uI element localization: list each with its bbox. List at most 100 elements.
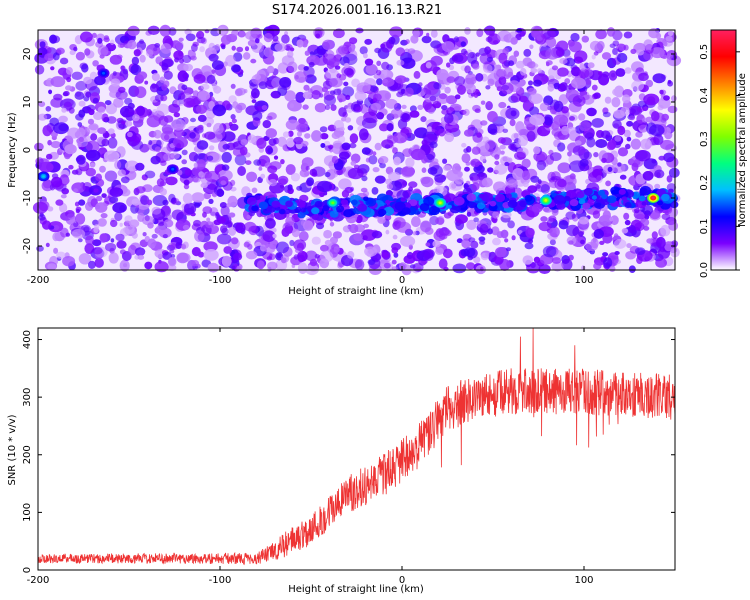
track-mark bbox=[610, 186, 621, 195]
speckle-mark bbox=[117, 169, 127, 177]
speckle-mark bbox=[183, 63, 194, 72]
speckle-mark bbox=[613, 233, 619, 239]
speckle-mark bbox=[540, 184, 550, 194]
speckle-mark bbox=[548, 215, 557, 222]
speckle-mark bbox=[617, 147, 629, 157]
speckle-mark bbox=[507, 157, 513, 164]
speckle-mark bbox=[268, 138, 277, 146]
speckle-mark bbox=[624, 67, 632, 74]
speckle-mark bbox=[85, 167, 97, 177]
speckle-mark bbox=[591, 84, 598, 91]
speckle-mark bbox=[411, 216, 421, 228]
speckle-mark bbox=[297, 254, 305, 263]
colorbar-tick-label: 0.5 bbox=[699, 44, 710, 60]
speckle-mark bbox=[228, 226, 237, 236]
speckle-mark bbox=[221, 255, 232, 267]
x-tick-label: -100 bbox=[209, 275, 232, 286]
speckle-mark bbox=[372, 151, 377, 156]
speckle-mark bbox=[177, 252, 191, 263]
speckle-mark bbox=[77, 122, 83, 127]
speckle-mark bbox=[473, 217, 480, 223]
speckle-mark bbox=[267, 261, 278, 270]
speckle-mark bbox=[522, 181, 529, 188]
speckle-mark bbox=[384, 144, 391, 150]
speckle-mark bbox=[500, 229, 509, 239]
colorbar-tick-label: 0.2 bbox=[699, 175, 710, 191]
speckle-mark bbox=[154, 94, 164, 102]
speckle-mark bbox=[571, 66, 581, 77]
speckle-mark bbox=[652, 73, 666, 84]
speckle-mark bbox=[574, 140, 582, 146]
speckle-mark bbox=[410, 35, 419, 44]
track-mark bbox=[478, 193, 485, 199]
speckle-mark bbox=[97, 218, 107, 227]
speckle-mark bbox=[263, 32, 273, 43]
speckle-mark bbox=[266, 65, 275, 74]
speckle-mark bbox=[396, 91, 404, 98]
track-mark bbox=[531, 203, 543, 213]
speckle-mark bbox=[587, 62, 595, 69]
speckle-mark bbox=[636, 106, 645, 113]
speckle-mark bbox=[463, 183, 469, 188]
speckle-mark bbox=[181, 149, 188, 156]
speckle-mark bbox=[596, 40, 605, 51]
speckle-mark bbox=[485, 85, 491, 90]
track-mark bbox=[401, 207, 411, 215]
speckle-mark bbox=[161, 62, 169, 71]
speckle-mark bbox=[498, 52, 508, 64]
speckle-mark bbox=[466, 52, 478, 64]
speckle-mark bbox=[161, 84, 168, 91]
speckle-mark bbox=[598, 71, 603, 76]
speckle-mark bbox=[356, 82, 371, 93]
speckle-mark bbox=[311, 130, 322, 142]
speckle-mark bbox=[253, 159, 262, 166]
speckle-mark bbox=[80, 31, 93, 43]
speckle-mark bbox=[183, 179, 190, 186]
speckle-mark bbox=[466, 146, 472, 153]
track-mark bbox=[385, 199, 391, 205]
speckle-mark bbox=[371, 230, 383, 239]
speckle-mark bbox=[247, 134, 257, 144]
speckle-mark bbox=[184, 202, 197, 215]
speckle-mark bbox=[183, 184, 190, 190]
speckle-mark bbox=[106, 116, 117, 124]
speckle-mark bbox=[159, 24, 171, 37]
track-mark bbox=[409, 199, 418, 207]
speckle-mark bbox=[245, 250, 258, 260]
speckle-mark bbox=[62, 92, 69, 97]
speckle-mark bbox=[430, 29, 438, 38]
speckle-mark bbox=[219, 202, 227, 209]
speckle-mark bbox=[474, 108, 481, 113]
speckle-mark bbox=[223, 246, 232, 254]
speckle-mark bbox=[104, 132, 111, 138]
track-mark bbox=[481, 192, 493, 203]
speckle-mark bbox=[71, 71, 83, 81]
speckle-mark bbox=[277, 136, 287, 147]
speckle-mark bbox=[287, 50, 294, 58]
speckle-mark bbox=[471, 182, 480, 191]
speckle-mark bbox=[50, 76, 66, 88]
speckle-mark bbox=[197, 90, 211, 101]
speckle-mark bbox=[565, 211, 576, 220]
speckle-mark bbox=[475, 52, 480, 57]
speckle-mark bbox=[391, 259, 397, 265]
track-mark bbox=[639, 185, 652, 196]
speckle-mark bbox=[190, 55, 197, 61]
speckle-mark bbox=[146, 49, 154, 57]
speckle-mark bbox=[350, 153, 361, 164]
speckle-mark bbox=[124, 97, 133, 105]
track-mark bbox=[595, 202, 602, 208]
speckle-mark bbox=[480, 100, 486, 105]
track-mark bbox=[506, 193, 512, 199]
speckle-mark bbox=[376, 60, 382, 66]
speckle-mark bbox=[508, 60, 515, 67]
speckle-mark bbox=[400, 166, 415, 178]
speckle-mark bbox=[319, 126, 328, 133]
speckle-mark bbox=[567, 126, 577, 135]
track-mark bbox=[563, 195, 571, 202]
speckle-mark bbox=[549, 152, 562, 162]
speckle-mark bbox=[262, 120, 272, 129]
speckle-mark bbox=[338, 107, 347, 117]
track-mark bbox=[453, 196, 465, 206]
speckle-mark bbox=[206, 74, 216, 84]
